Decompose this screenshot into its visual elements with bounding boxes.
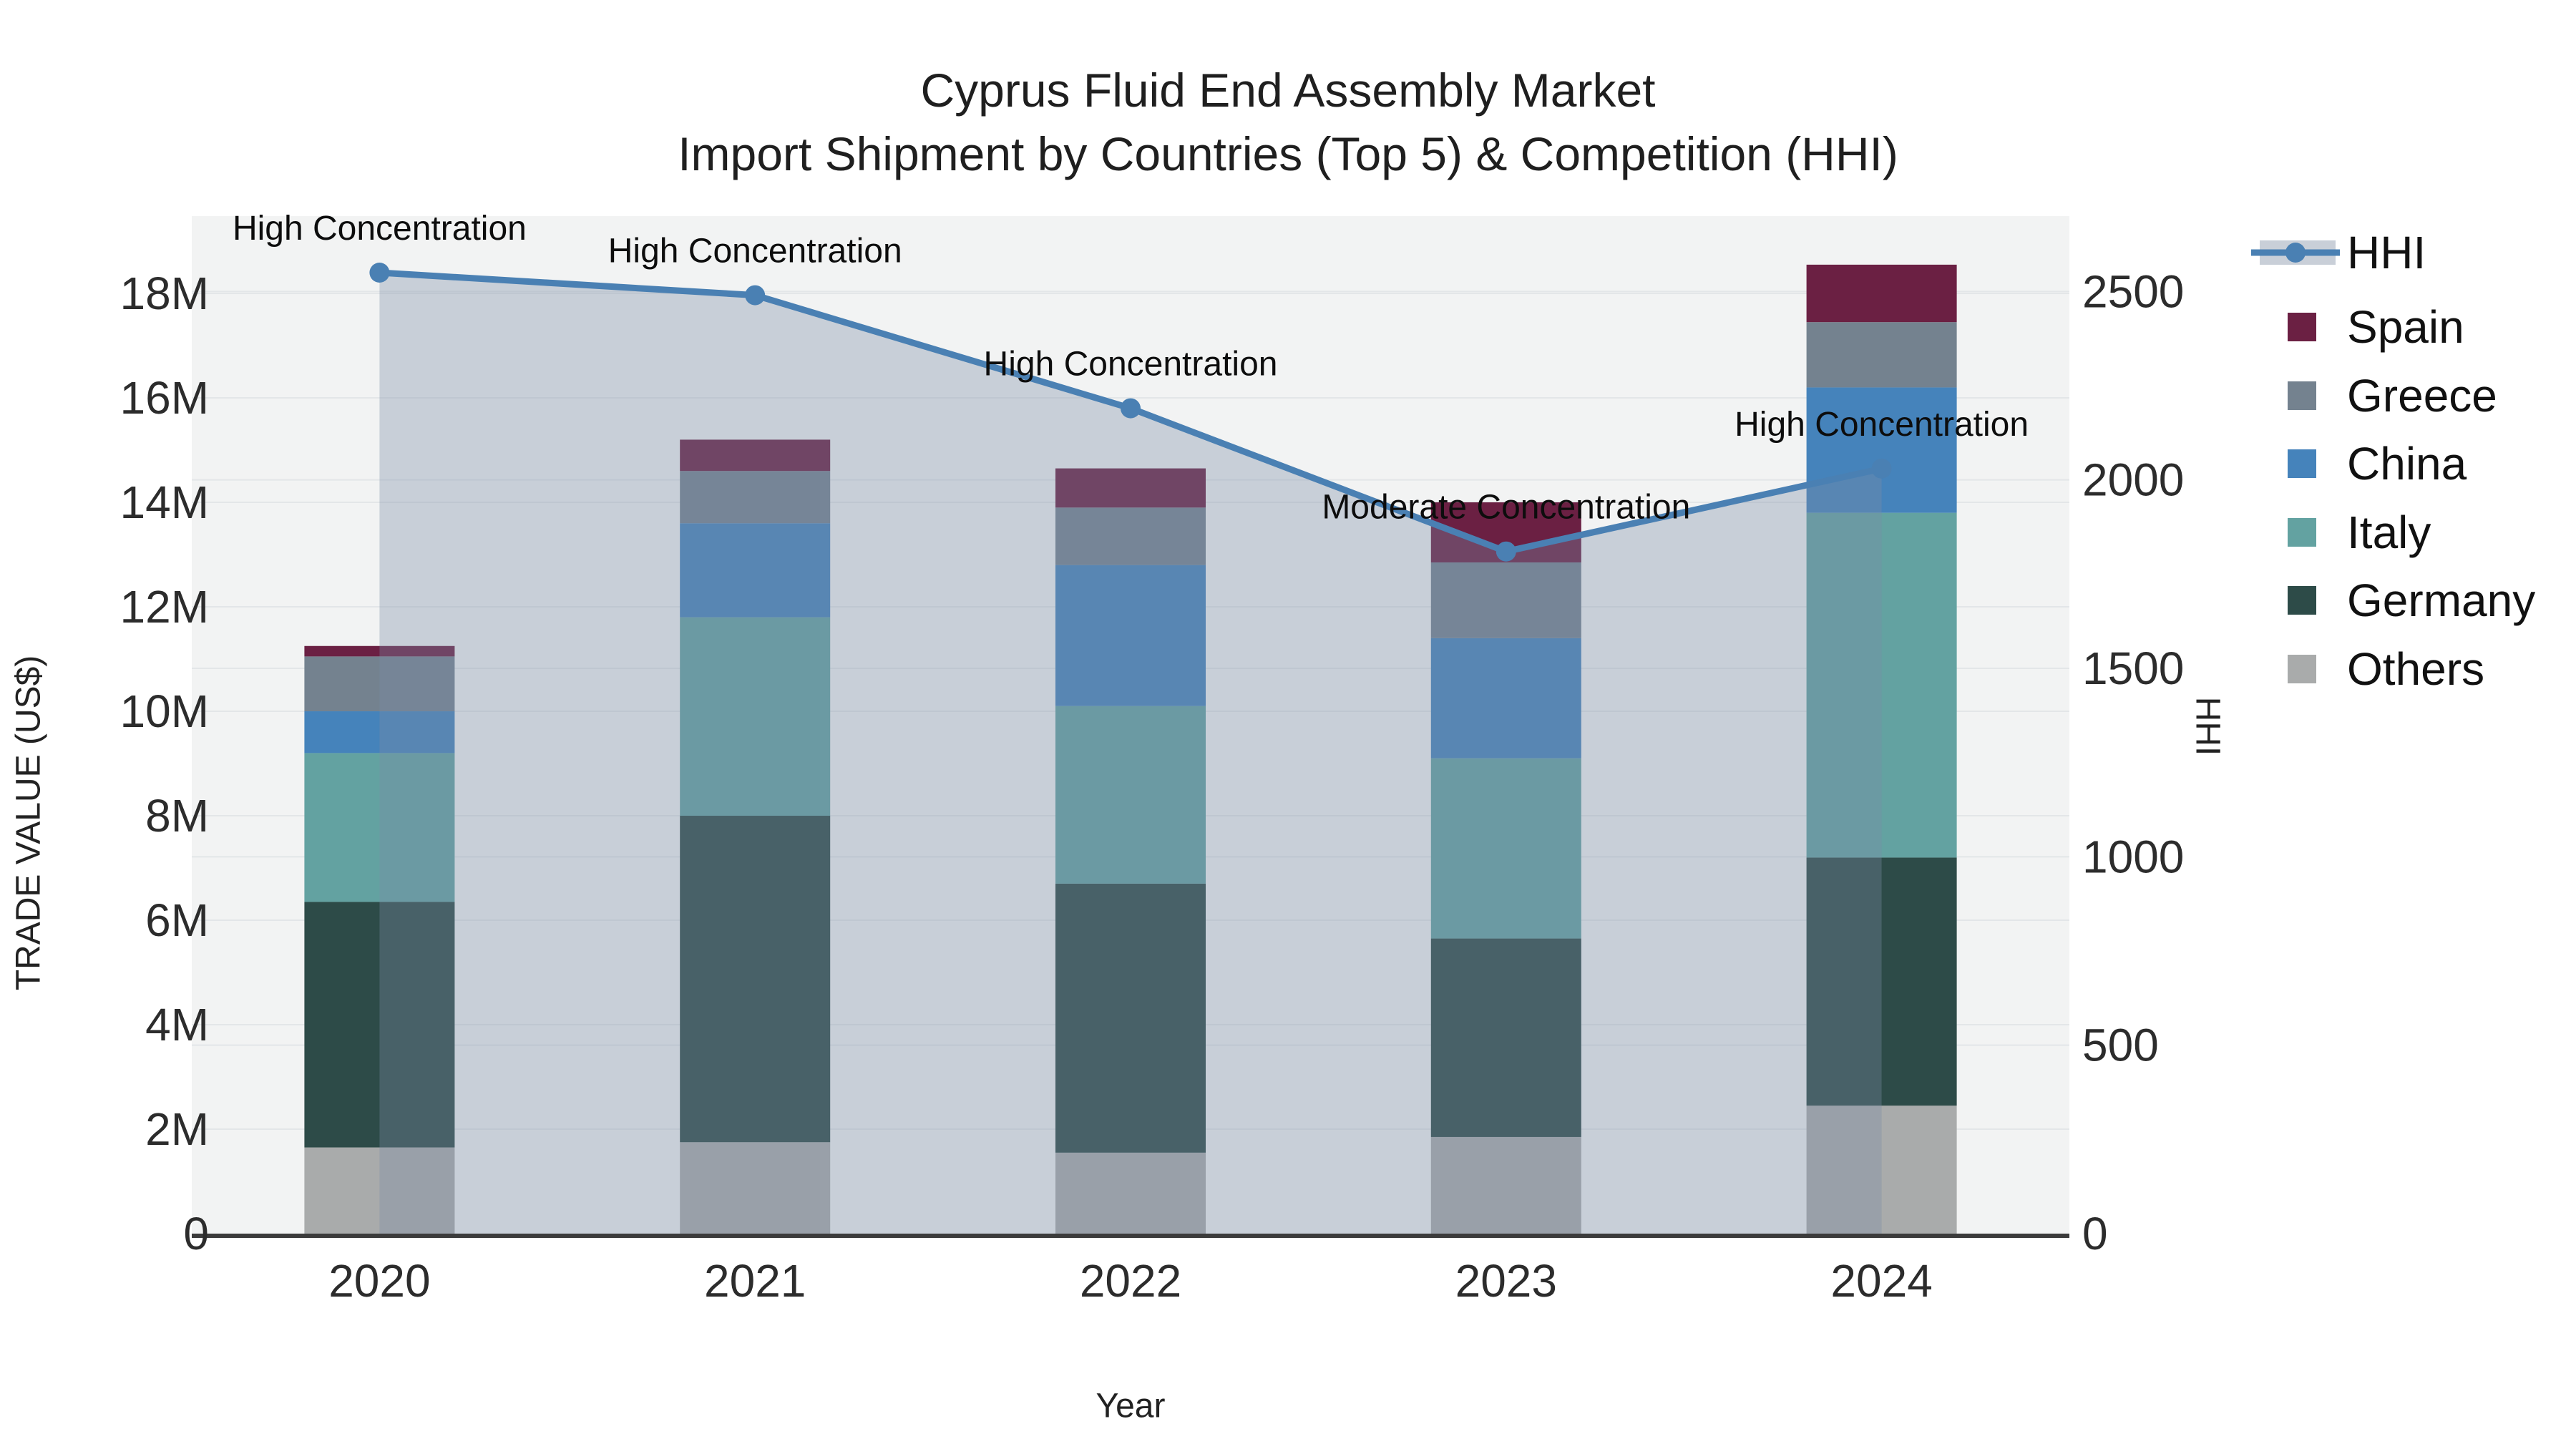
- chart-subtitle: Import Shipment by Countries (Top 5) & C…: [678, 127, 1898, 180]
- bar-segment-2021-greece[interactable]: [680, 471, 831, 524]
- legend-item-greece[interactable]: Greece: [2288, 370, 2497, 421]
- legend-label-hhi: HHI: [2347, 227, 2426, 278]
- x-axis-title: Year: [1096, 1387, 1166, 1425]
- legend-swatch-china: [2288, 449, 2316, 478]
- bar-segment-2021-germany[interactable]: [680, 816, 831, 1143]
- bar-segment-2022-germany[interactable]: [1055, 883, 1206, 1153]
- bar-segment-2022-china[interactable]: [1055, 565, 1206, 706]
- y-axis-title: TRADE VALUE (US$): [10, 655, 48, 991]
- bar-2024: [1806, 264, 1957, 1234]
- y2tick-2500: 2500: [2082, 265, 2184, 317]
- ytick-18m: 18M: [120, 268, 210, 319]
- legend-label-others: Others: [2347, 643, 2484, 695]
- y2tick-2000: 2000: [2082, 454, 2184, 506]
- bar-segment-2024-others[interactable]: [1806, 1106, 1957, 1234]
- bar-2020: [304, 645, 455, 1234]
- bar-2022: [1055, 468, 1206, 1234]
- bar-segment-2024-spain[interactable]: [1806, 264, 1957, 323]
- bar-segment-2022-greece[interactable]: [1055, 507, 1206, 565]
- annotation-2021: High Concentration: [608, 233, 902, 270]
- legend-hhi-marker-icon: [2285, 243, 2306, 263]
- bar-2023: [1430, 502, 1581, 1234]
- xtick-2023: 2023: [1455, 1255, 1557, 1307]
- hhi-point-2020[interactable]: [369, 263, 390, 283]
- bar-segment-2021-italy[interactable]: [680, 617, 831, 816]
- bar-segment-2024-germany[interactable]: [1806, 857, 1957, 1106]
- bar-segment-2020-greece[interactable]: [304, 656, 455, 712]
- bar-segment-2022-italy[interactable]: [1055, 706, 1206, 884]
- legend-item-italy[interactable]: Italy: [2288, 507, 2431, 558]
- ytick-16m: 16M: [120, 372, 210, 424]
- y2tick-0: 0: [2082, 1208, 2108, 1259]
- bar-segment-2022-others[interactable]: [1055, 1152, 1206, 1234]
- annotation-2020: High Concentration: [233, 210, 527, 248]
- bar-segment-2023-germany[interactable]: [1430, 938, 1581, 1137]
- hhi-point-2024[interactable]: [1871, 458, 1892, 479]
- annotation-2023: Moderate Concentration: [1322, 489, 1690, 527]
- legend-label-germany: Germany: [2347, 575, 2535, 626]
- legend-swatch-spain: [2288, 313, 2316, 341]
- hhi-point-2022[interactable]: [1121, 398, 1141, 419]
- ytick-12m: 12M: [120, 581, 210, 633]
- hhi-point-2023[interactable]: [1496, 541, 1516, 562]
- legend-item-china[interactable]: China: [2288, 438, 2467, 489]
- bar-2021: [680, 439, 831, 1234]
- bar-segment-2021-spain[interactable]: [680, 439, 831, 472]
- legend-swatch-greece: [2288, 381, 2316, 410]
- bar-segment-2020-spain[interactable]: [304, 645, 455, 657]
- chart-title: Cyprus Fluid End Assembly Market: [920, 64, 1655, 117]
- ytick-6m: 6M: [145, 894, 209, 946]
- ytick-8m: 8M: [145, 790, 209, 841]
- bar-segment-2023-china[interactable]: [1430, 638, 1581, 758]
- bar-segment-2023-others[interactable]: [1430, 1136, 1581, 1234]
- xtick-2020: 2020: [328, 1255, 430, 1307]
- bar-segment-2023-italy[interactable]: [1430, 758, 1581, 939]
- xtick-2024: 2024: [1830, 1255, 1932, 1307]
- legend-item-germany[interactable]: Germany: [2288, 575, 2535, 626]
- annotation-2022: High Concentration: [984, 346, 1278, 384]
- hhi-area-fill: [379, 273, 1882, 1234]
- bar-segment-2022-spain[interactable]: [1055, 468, 1206, 508]
- bar-segment-2021-others[interactable]: [680, 1142, 831, 1234]
- bar-segment-2020-germany[interactable]: [304, 902, 455, 1148]
- ytick-10m: 10M: [120, 686, 210, 737]
- legend-item-spain[interactable]: Spain: [2288, 301, 2464, 353]
- legend-swatch-others: [2288, 655, 2316, 683]
- y2tick-1000: 1000: [2082, 831, 2184, 882]
- bar-segment-2024-greece[interactable]: [1806, 322, 1957, 388]
- annotation-2024: High Concentration: [1735, 406, 2029, 444]
- y2tick-1500: 1500: [2082, 643, 2184, 694]
- legend-swatch-germany: [2288, 586, 2316, 615]
- xtick-2022: 2022: [1080, 1255, 1181, 1307]
- bar-segment-2021-china[interactable]: [680, 523, 831, 618]
- legend-item-hhi[interactable]: HHI: [2251, 227, 2426, 278]
- y2tick-500: 500: [2082, 1020, 2159, 1071]
- bar-segment-2020-italy[interactable]: [304, 753, 455, 902]
- ytick-4m: 4M: [145, 999, 209, 1050]
- y2-axis-title: HHI: [2189, 697, 2227, 756]
- legend-label-greece: Greece: [2347, 370, 2497, 421]
- bar-segment-2020-china[interactable]: [304, 711, 455, 753]
- bar-segment-2024-china[interactable]: [1806, 387, 1957, 513]
- ytick-2m: 2M: [145, 1103, 209, 1155]
- legend-item-others[interactable]: Others: [2288, 643, 2484, 695]
- bar-segment-2023-greece[interactable]: [1430, 562, 1581, 638]
- xtick-2021: 2021: [704, 1255, 806, 1307]
- bar-segment-2024-italy[interactable]: [1806, 512, 1957, 858]
- legend-swatch-italy: [2288, 518, 2316, 547]
- legend-label-italy: Italy: [2347, 507, 2431, 558]
- ytick-14m: 14M: [120, 477, 210, 528]
- legend-label-spain: Spain: [2347, 301, 2464, 353]
- bar-segment-2020-others[interactable]: [304, 1147, 455, 1234]
- ytick-0: 0: [183, 1208, 209, 1259]
- hhi-point-2021[interactable]: [745, 285, 766, 306]
- legend-label-china: China: [2347, 438, 2467, 489]
